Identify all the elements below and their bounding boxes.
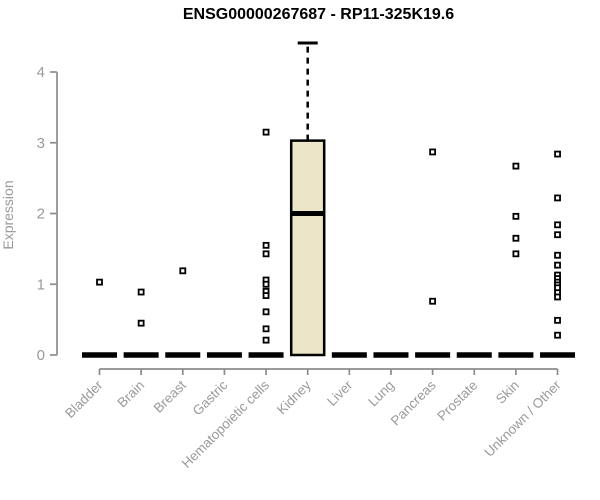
- outlier-point: [262, 292, 270, 299]
- x-tick-label: Breast: [151, 377, 189, 415]
- outlier-point: [554, 331, 561, 339]
- x-tick-label: Pancreas: [388, 377, 439, 428]
- y-tick-label: 4: [37, 64, 45, 81]
- zero-bar: [248, 352, 284, 358]
- x-tick-label: Lung: [365, 378, 397, 410]
- y-tick-label: 2: [37, 206, 45, 223]
- outlier-point: [262, 241, 270, 249]
- outlier-point: [554, 316, 561, 324]
- outlier-point: [262, 336, 270, 344]
- zero-bar: [540, 352, 576, 358]
- outlier-point: [554, 221, 561, 229]
- x-tick-label: Bladder: [62, 377, 106, 421]
- zero-bar: [498, 352, 534, 358]
- outlier-point: [512, 234, 520, 242]
- outlier-point: [554, 293, 561, 301]
- outlier-point: [262, 280, 270, 288]
- outlier-point: [429, 148, 437, 156]
- outlier-point: [554, 261, 561, 269]
- outlier-point: [512, 162, 520, 170]
- x-tick-label: Liver: [324, 377, 356, 409]
- outlier-point: [554, 194, 561, 202]
- y-tick-label: 0: [37, 347, 45, 364]
- zero-bar: [82, 352, 117, 358]
- x-tick-label: Unknown / Other: [481, 377, 564, 460]
- outlier-point: [429, 297, 437, 305]
- x-tick-label: Gastric: [190, 377, 231, 418]
- zero-bar: [373, 352, 409, 358]
- zero-bar: [123, 352, 159, 358]
- outlier-point: [262, 250, 270, 258]
- y-tick-label: 3: [37, 135, 45, 152]
- outlier-point: [262, 308, 270, 316]
- outlier-point: [512, 250, 520, 258]
- x-tick-label: Skin: [493, 378, 522, 407]
- x-tick-label: Kidney: [274, 377, 314, 417]
- zero-bar: [331, 352, 367, 358]
- zero-bar: [206, 352, 242, 358]
- outlier-point: [512, 212, 520, 220]
- x-tick-label: Brain: [114, 378, 147, 411]
- chart-title: ENSG00000267687 - RP11-325K19.6: [182, 6, 455, 23]
- box-body: [289, 139, 326, 357]
- zero-bar: [456, 352, 492, 358]
- outlier-point: [554, 231, 561, 239]
- outlier-point: [96, 278, 103, 286]
- outlier-point: [137, 288, 145, 296]
- x-tick-label: Prostate: [434, 378, 480, 424]
- outlier-point: [554, 150, 561, 158]
- zero-bar: [415, 352, 451, 358]
- outlier-point: [137, 319, 145, 327]
- y-tick-label: 1: [37, 276, 45, 293]
- outlier-point: [179, 267, 187, 275]
- outlier-point: [262, 128, 270, 136]
- outlier-point: [554, 251, 561, 259]
- zero-bar: [165, 352, 201, 358]
- outlier-point: [262, 325, 270, 333]
